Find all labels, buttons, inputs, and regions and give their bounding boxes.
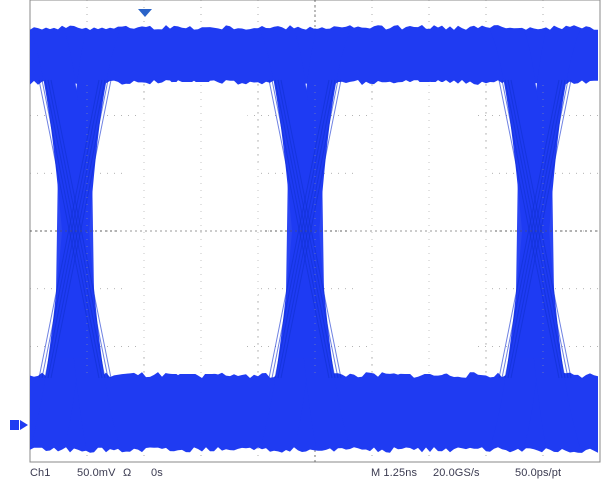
trace-line <box>50 79 112 379</box>
trace-line <box>47 79 109 379</box>
eye-opening <box>120 82 265 374</box>
channel-name: Ch1 <box>30 467 51 479</box>
channel-ground-marker-icon[interactable] <box>10 420 28 430</box>
trigger-position-icon[interactable] <box>138 9 152 17</box>
horizontal-timebase: M 1.25ns <box>371 467 418 479</box>
trace-line <box>271 79 333 379</box>
eye-opening <box>350 82 495 374</box>
graticule-overlay <box>30 85 600 373</box>
sample-rate: 20.0GS/s <box>433 467 480 479</box>
trace-line <box>277 79 339 379</box>
trace-line <box>274 79 336 379</box>
trace-line <box>38 79 100 379</box>
trace-line <box>507 79 569 379</box>
trace-line <box>498 79 560 379</box>
trace-line <box>501 79 563 379</box>
trace-line <box>268 79 330 379</box>
time-resolution: 50.0ps/pt <box>515 467 562 479</box>
channel-offset: 0s <box>151 467 163 479</box>
trace-line <box>280 79 342 379</box>
eye-diagram-trace <box>30 25 598 453</box>
trace-line <box>504 79 566 379</box>
trace-line <box>41 79 103 379</box>
trace-line <box>510 79 572 379</box>
vertical-scale: 50.0mV <box>77 467 116 479</box>
input-coupling: Ω <box>123 467 132 479</box>
trace-line <box>44 79 106 379</box>
